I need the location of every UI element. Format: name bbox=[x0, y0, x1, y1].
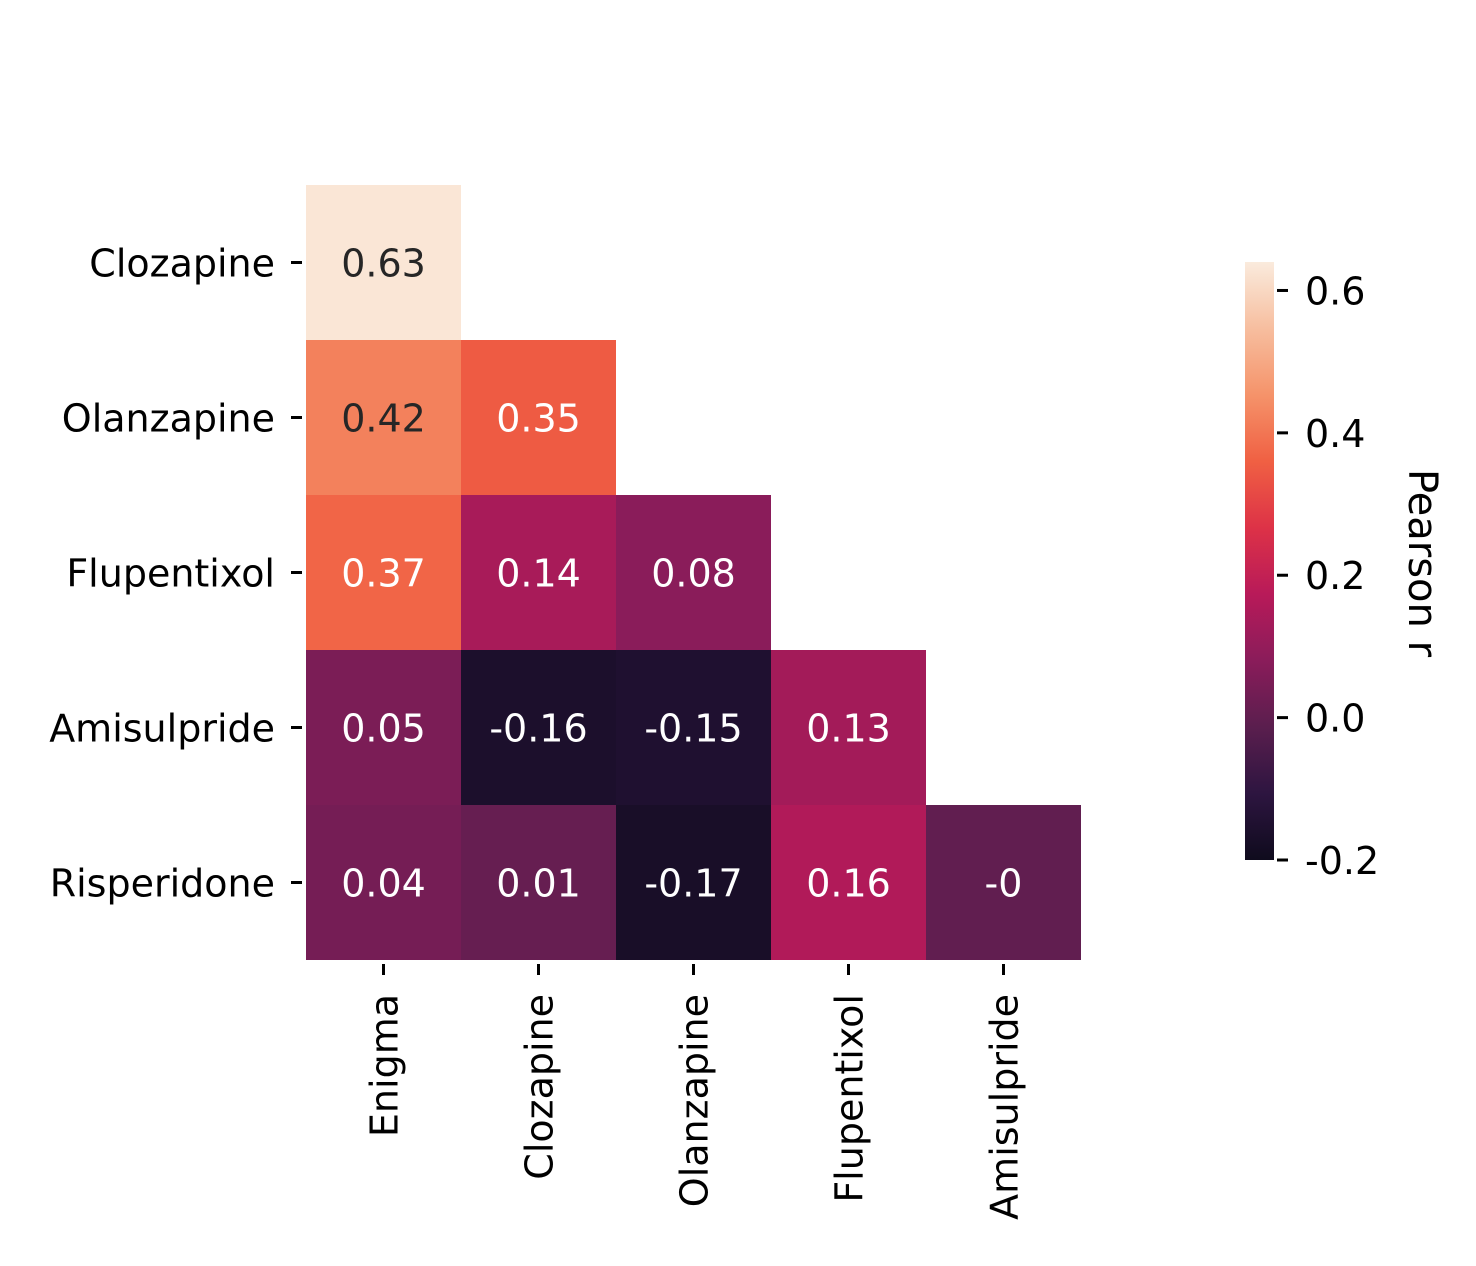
cell-value-label: 0.14 bbox=[496, 552, 581, 596]
x-tick-label: Flupentixol bbox=[828, 994, 872, 1203]
colorbar-gradient bbox=[1245, 262, 1274, 860]
heatmap-cell bbox=[306, 650, 461, 805]
x-tick-label: Olanzapine bbox=[673, 994, 717, 1207]
cell-value-label: 0.13 bbox=[806, 707, 891, 751]
colorbar-tick-label: 0.4 bbox=[1305, 412, 1365, 456]
colorbar-tick-label: 0.2 bbox=[1305, 554, 1365, 598]
heatmap-cell bbox=[616, 805, 771, 960]
colorbar: -0.2 0.0 0.2 0.4 0.6 Pearson r bbox=[1245, 262, 1445, 883]
heatmap-cell bbox=[306, 185, 461, 340]
heatmap-cell bbox=[461, 495, 616, 650]
x-tick-label: Amisulpride bbox=[983, 994, 1027, 1220]
heatmap-cells: 0.63 0.42 0.35 0.37 0.14 0.08 0.05 -0.16 -0.15 0.… bbox=[306, 185, 1081, 960]
colorbar-ticks: -0.2 0.0 0.2 0.4 0.6 bbox=[1277, 269, 1379, 883]
cell-value-label: -0.17 bbox=[644, 862, 742, 906]
cell-value-label: 0.37 bbox=[341, 552, 426, 596]
colorbar-tick-label: 0.6 bbox=[1305, 269, 1365, 313]
heatmap-cell bbox=[771, 650, 926, 805]
cell-value-label: -0 bbox=[985, 862, 1023, 906]
colorbar-label: Pearson r bbox=[1399, 469, 1445, 658]
heatmap-cell bbox=[461, 805, 616, 960]
heatmap-cell bbox=[616, 495, 771, 650]
y-tick-label: Flupentixol bbox=[66, 552, 275, 596]
heatmap-cell bbox=[926, 805, 1081, 960]
cell-value-label: 0.42 bbox=[341, 397, 426, 441]
heatmap-cell bbox=[306, 495, 461, 650]
x-axis: Enigma Clozapine Olanzapine Flupentixol Amis… bbox=[363, 964, 1027, 1220]
heatmap-cell bbox=[461, 650, 616, 805]
cell-value-label: 0.35 bbox=[496, 397, 581, 441]
cell-value-label: 0.08 bbox=[651, 552, 736, 596]
cell-value-label: -0.16 bbox=[489, 707, 587, 751]
heatmap-cell bbox=[306, 340, 461, 495]
heatmap-cell bbox=[616, 650, 771, 805]
y-tick-label: Amisulpride bbox=[49, 707, 275, 751]
heatmap-cell bbox=[461, 340, 616, 495]
colorbar-tick-label: 0.0 bbox=[1305, 697, 1365, 741]
cell-value-label: 0.05 bbox=[341, 707, 426, 751]
y-tick-label: Risperidone bbox=[50, 862, 275, 906]
cell-value-label: 0.04 bbox=[341, 862, 426, 906]
cell-value-label: 0.01 bbox=[496, 862, 581, 906]
x-tick-label: Clozapine bbox=[518, 994, 562, 1180]
heatmap-cell bbox=[771, 805, 926, 960]
heatmap-cell bbox=[306, 805, 461, 960]
colorbar-tick-label: -0.2 bbox=[1305, 839, 1379, 883]
y-axis: Clozapine Olanzapine Flupentixol Amisulprid… bbox=[49, 242, 302, 906]
x-tick-label: Enigma bbox=[363, 994, 407, 1137]
cell-value-label: 0.63 bbox=[341, 242, 426, 286]
y-tick-label: Olanzapine bbox=[62, 397, 275, 441]
y-tick-label: Clozapine bbox=[89, 242, 275, 286]
cell-value-label: -0.15 bbox=[644, 707, 742, 751]
cell-value-label: 0.16 bbox=[806, 862, 891, 906]
